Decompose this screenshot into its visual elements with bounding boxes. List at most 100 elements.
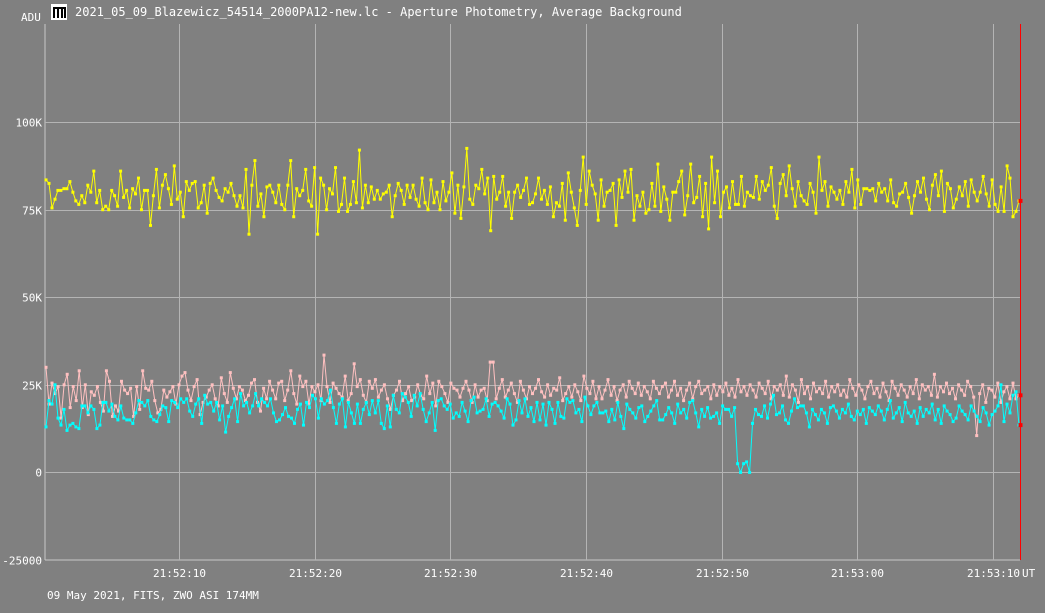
data-point [391,393,395,397]
data-point [725,185,728,189]
data-point [44,178,48,182]
data-point [1008,411,1012,415]
data-point [185,397,189,401]
data-point [787,395,791,399]
data-point [373,378,377,382]
data-point [50,402,54,406]
data-point [751,421,754,425]
data-point [322,402,326,406]
data-point [703,388,707,392]
data-point [154,167,158,171]
data-point [207,388,211,392]
data-point [204,395,208,399]
data-point [389,407,392,411]
data-point [448,402,452,406]
data-point [766,379,770,383]
data-point [465,146,469,150]
data-point [525,176,528,180]
data-point [619,414,623,418]
data-point [616,400,620,404]
data-point [215,400,219,404]
data-point [460,400,464,404]
data-point [256,204,260,208]
data-point [990,413,994,417]
data-point [156,411,160,415]
data-point [993,409,997,413]
data-point [819,407,823,411]
data-point [575,223,579,227]
data-point [883,187,887,191]
data-point [888,399,892,403]
data-point [754,174,758,178]
data-point [328,388,332,392]
data-point [632,218,636,222]
data-point [713,201,717,205]
data-point [469,399,473,403]
data-point [644,211,648,215]
data-point [235,204,239,208]
data-point [489,229,493,233]
data-point [304,379,308,383]
data-point [798,404,802,408]
data-point [343,425,347,429]
data-point [604,409,608,413]
data-point [647,208,651,212]
data-point [736,462,740,466]
series-1 [44,146,1021,236]
y-tick-label: 75K [22,205,42,218]
data-point [599,178,603,182]
data-point [214,188,218,192]
y-tick-label: 100K [16,117,43,130]
data-point [999,185,1003,189]
data-point [551,215,555,219]
data-point [823,180,827,184]
data-point [520,411,524,415]
data-point [346,209,349,213]
data-point [427,411,431,415]
data-point [748,194,752,198]
data-point [470,400,474,404]
data-point [816,418,820,422]
data-point [560,181,564,185]
data-point [787,164,791,168]
data-point [1011,215,1015,219]
data-point [694,411,698,415]
data-point [856,178,860,182]
data-point [688,381,692,385]
data-point [975,434,979,438]
data-point [864,421,868,425]
data-point [178,190,182,194]
data-point [688,400,692,404]
data-point [216,404,220,408]
data-point [662,185,666,189]
data-point [600,397,604,401]
data-point [655,399,659,403]
data-point [563,218,567,222]
y-tick-label: -25000 [2,555,42,568]
data-point [680,169,684,173]
data-point [343,176,346,180]
data-point [77,427,81,431]
data-point [441,180,445,184]
data-point [875,386,879,390]
data-point [278,418,281,422]
data-point [101,409,105,413]
data-point [757,381,761,385]
data-point [370,386,374,390]
data-point [292,392,296,396]
data-point [572,206,576,210]
data-point [590,183,594,187]
time-cursor[interactable] [1018,24,1023,560]
data-point [990,388,994,392]
data-point [899,383,903,387]
app-window-icon[interactable] [51,4,67,20]
data-point [493,400,497,404]
data-point [1002,209,1006,213]
data-point [987,423,991,427]
data-point [972,409,976,413]
data-point [893,386,897,390]
data-point [704,181,708,185]
data-point [605,190,609,194]
data-point [544,423,548,427]
